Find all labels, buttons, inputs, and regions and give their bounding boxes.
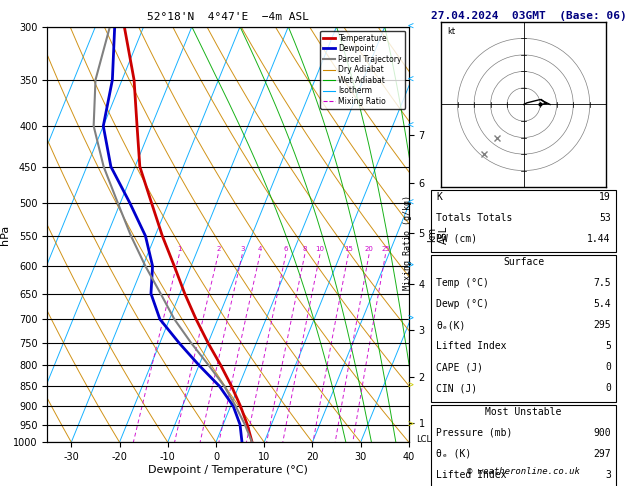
- Text: <: <: [408, 22, 414, 32]
- Y-axis label: km
ASL: km ASL: [428, 226, 449, 243]
- Text: 15: 15: [344, 246, 353, 252]
- Text: 20: 20: [365, 246, 374, 252]
- Text: CAPE (J): CAPE (J): [437, 362, 484, 372]
- Text: Temp (°C): Temp (°C): [437, 278, 489, 288]
- Text: θₑ (K): θₑ (K): [437, 449, 472, 459]
- Text: >: >: [408, 381, 414, 391]
- Text: 27.04.2024  03GMT  (Base: 06): 27.04.2024 03GMT (Base: 06): [431, 11, 626, 21]
- Text: 0: 0: [605, 362, 611, 372]
- Legend: Temperature, Dewpoint, Parcel Trajectory, Dry Adiabat, Wet Adiabat, Isotherm, Mi: Temperature, Dewpoint, Parcel Trajectory…: [320, 31, 405, 109]
- Text: Most Unstable: Most Unstable: [486, 407, 562, 417]
- Text: 900: 900: [593, 428, 611, 438]
- Text: 10: 10: [316, 246, 325, 252]
- Text: Lifted Index: Lifted Index: [437, 469, 507, 480]
- Text: <: <: [408, 75, 414, 85]
- Y-axis label: hPa: hPa: [0, 225, 10, 244]
- Text: >: >: [408, 314, 414, 324]
- Text: Lifted Index: Lifted Index: [437, 341, 507, 351]
- Text: Pressure (mb): Pressure (mb): [437, 428, 513, 438]
- Text: 3: 3: [240, 246, 245, 252]
- Text: 5.4: 5.4: [593, 299, 611, 310]
- Text: 25: 25: [381, 246, 390, 252]
- Text: θₑ(K): θₑ(K): [437, 320, 466, 330]
- Text: kt: kt: [448, 27, 456, 36]
- Text: © weatheronline.co.uk: © weatheronline.co.uk: [467, 467, 580, 476]
- Text: 1: 1: [177, 246, 182, 252]
- Text: 6: 6: [284, 246, 288, 252]
- Text: 5: 5: [605, 341, 611, 351]
- X-axis label: Dewpoint / Temperature (°C): Dewpoint / Temperature (°C): [148, 465, 308, 475]
- Text: Totals Totals: Totals Totals: [437, 213, 513, 223]
- Text: 8: 8: [303, 246, 307, 252]
- Text: K: K: [437, 192, 442, 202]
- Text: 52°18'N  4°47'E  −4m ASL: 52°18'N 4°47'E −4m ASL: [147, 12, 309, 22]
- Text: 19: 19: [599, 192, 611, 202]
- Text: LCL: LCL: [416, 435, 431, 444]
- Text: 295: 295: [593, 320, 611, 330]
- Text: Surface: Surface: [503, 258, 544, 267]
- Text: Dewp (°C): Dewp (°C): [437, 299, 489, 310]
- Text: <: <: [408, 121, 414, 131]
- Text: <: <: [408, 198, 414, 208]
- Text: 7.5: 7.5: [593, 278, 611, 288]
- Text: >: >: [408, 419, 414, 430]
- Text: PW (cm): PW (cm): [437, 234, 477, 243]
- Text: CIN (J): CIN (J): [437, 383, 477, 393]
- Text: 3: 3: [605, 469, 611, 480]
- Text: Mixing Ratio (g/kg): Mixing Ratio (g/kg): [403, 195, 412, 291]
- Text: 4: 4: [258, 246, 262, 252]
- Text: 53: 53: [599, 213, 611, 223]
- Bar: [431, 404, 616, 486]
- Bar: [431, 255, 616, 402]
- Bar: [431, 190, 616, 252]
- Text: >: >: [408, 261, 414, 271]
- Text: 297: 297: [593, 449, 611, 459]
- Text: 1.44: 1.44: [587, 234, 611, 243]
- Text: 0: 0: [605, 383, 611, 393]
- Text: 2: 2: [216, 246, 220, 252]
